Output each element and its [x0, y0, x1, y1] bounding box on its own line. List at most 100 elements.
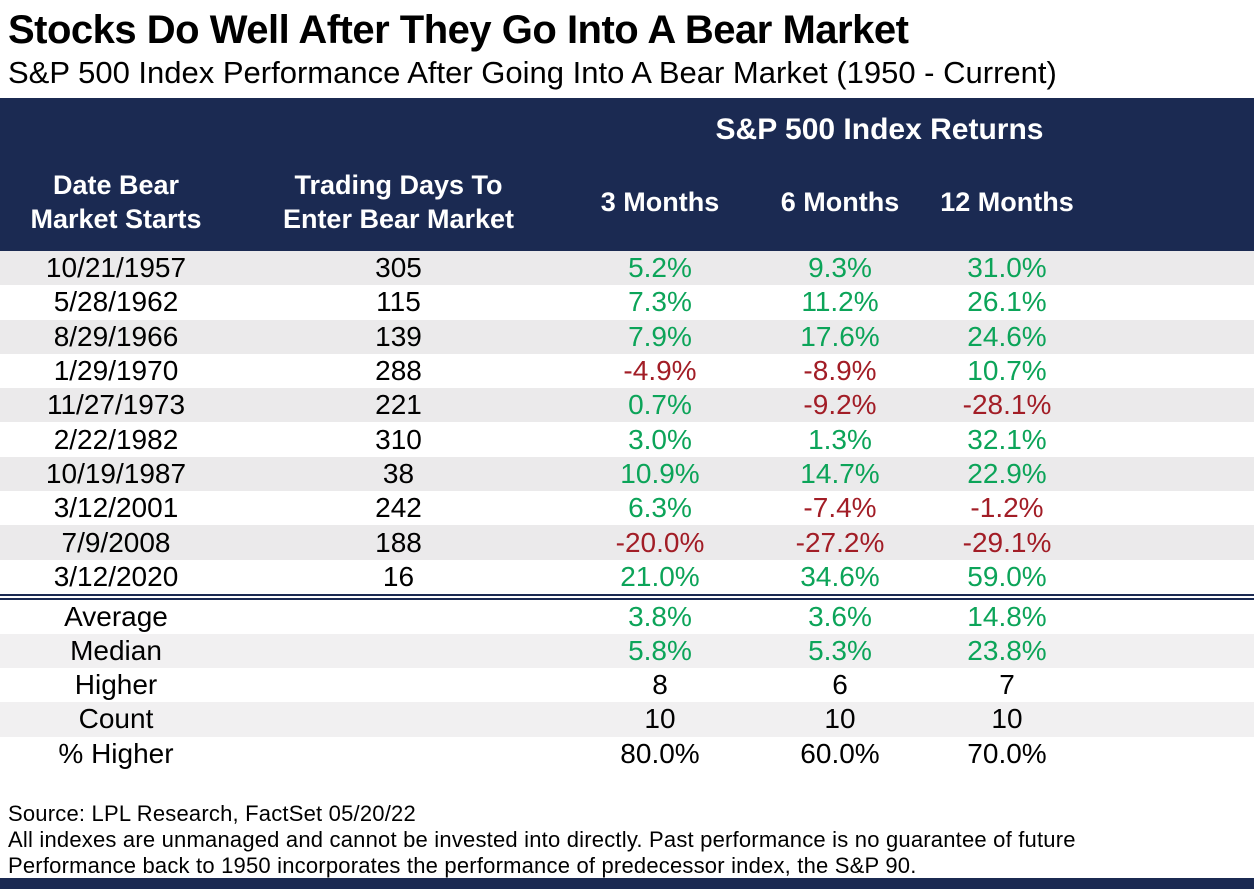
group-header-spacer: [0, 98, 565, 153]
date-cell: 10/21/1957: [45, 252, 187, 284]
return-6m-cell: 60.0%: [800, 737, 880, 769]
group-header: S&P 500 Index Returns: [565, 98, 1254, 153]
return-3m-cell: 3.0%: [628, 423, 692, 455]
col-header-days-line2: Enter Bear Market: [282, 204, 515, 234]
return-3m-cell: 10: [644, 703, 676, 735]
date-cell: 1/29/1970: [53, 355, 179, 387]
trading-days-cell: [232, 737, 565, 771]
table-row: 1/29/1970 288 -4.9% -8.9% 10.7%: [0, 353, 1254, 389]
col-header-6-months: 6 Months: [755, 153, 925, 251]
return-3m-cell: 80.0%: [620, 737, 700, 769]
return-12m-cell: 70.0%: [967, 737, 1047, 769]
returns-table: S&P 500 Index Returns Date Bear Market S…: [0, 98, 1254, 771]
table-row: 10/21/1957 305 5.2% 9.3% 31.0%: [0, 251, 1254, 286]
trading-days-cell: [232, 668, 565, 702]
return-3m-cell: 8: [652, 669, 668, 701]
date-cell: 7/9/2008: [61, 526, 171, 558]
trading-days-cell: 221: [375, 389, 422, 421]
return-6m-cell: 34.6%: [800, 560, 880, 592]
return-3m-cell: 10.9%: [620, 457, 700, 489]
return-6m-cell: 3.6%: [808, 600, 872, 632]
col-header-date-line1: Date Bear: [52, 170, 180, 200]
return-12m-cell: 23.8%: [967, 634, 1047, 666]
summary-label-cell: % Higher: [58, 737, 174, 769]
col-header-date-line2: Market Starts: [30, 204, 202, 234]
return-3m-cell: 5.8%: [628, 634, 692, 666]
return-3m-cell: 7.3%: [628, 286, 692, 318]
return-6m-cell: 17.6%: [800, 320, 880, 352]
return-6m-cell: 6: [832, 669, 848, 701]
col-header-12-months: 12 Months: [925, 153, 1254, 251]
date-cell: 2/22/1982: [53, 423, 179, 455]
table-row: 5/28/1962 115 7.3% 11.2% 26.1%: [0, 285, 1254, 320]
trading-days-cell: 188: [375, 526, 422, 558]
bottom-bar: [0, 878, 1254, 889]
summary-label-cell: Higher: [74, 669, 158, 701]
date-cell: 11/27/1973: [46, 389, 186, 421]
table-row: 3/12/2020 16 21.0% 34.6% 59.0%: [0, 559, 1254, 597]
return-3m-cell: -20.0%: [615, 526, 705, 558]
trading-days-cell: 288: [375, 355, 422, 387]
return-12m-cell: 14.8%: [967, 600, 1047, 632]
return-6m-cell: 14.7%: [800, 457, 880, 489]
trading-days-cell: 38: [382, 457, 415, 489]
summary-row: Average 3.8% 3.6% 14.8%: [0, 596, 1254, 634]
page-title: Stocks Do Well After They Go Into A Bear…: [8, 8, 909, 52]
return-3m-cell: 5.2%: [628, 252, 692, 284]
data-rows: 10/21/1957 305 5.2% 9.3% 31.0% 5/28/1962 115 7.…: [0, 251, 1254, 597]
return-12m-cell: 32.1%: [967, 423, 1047, 455]
footer: Source: LPL Research, FactSet 05/20/22 A…: [0, 801, 1254, 879]
trading-days-cell: [232, 702, 565, 736]
trading-days-cell: 139: [375, 320, 422, 352]
return-6m-cell: -8.9%: [803, 355, 877, 387]
trading-days-cell: 305: [375, 252, 422, 284]
table-row: 2/22/1982 310 3.0% 1.3% 32.1%: [0, 422, 1254, 457]
return-3m-cell: 3.8%: [628, 600, 692, 632]
return-12m-cell: -1.2%: [970, 492, 1044, 524]
return-6m-cell: -27.2%: [795, 526, 885, 558]
footer-source: Source: LPL Research, FactSet 05/20/22: [8, 800, 416, 826]
return-6m-cell: 9.3%: [808, 252, 872, 284]
return-6m-cell: 11.2%: [801, 286, 879, 318]
summary-row: Count 10 10 10: [0, 702, 1254, 737]
return-12m-cell: 22.9%: [967, 457, 1047, 489]
trading-days-cell: 16: [382, 560, 415, 592]
return-3m-cell: 6.3%: [628, 492, 692, 524]
date-cell: 3/12/2001: [53, 492, 179, 524]
return-6m-cell: 10: [824, 703, 856, 735]
col-header-days-line1: Trading Days To: [294, 170, 503, 200]
table-row: 7/9/2008 188 -20.0% -27.2% -29.1%: [0, 525, 1254, 560]
summary-rows: Average 3.8% 3.6% 14.8% Median 5.8% 5.3% 23.8% H…: [0, 596, 1254, 771]
date-cell: 8/29/1966: [53, 320, 179, 352]
return-12m-cell: 10: [991, 703, 1023, 735]
return-6m-cell: 5.3%: [808, 634, 872, 666]
summary-label-cell: Median: [70, 634, 162, 666]
return-6m-cell: 1.3%: [808, 423, 872, 455]
trading-days-cell: 242: [375, 492, 422, 524]
table-row: 10/19/1987 38 10.9% 14.7% 22.9%: [0, 456, 1254, 492]
summary-row: % Higher 80.0% 60.0% 70.0%: [0, 736, 1254, 771]
trading-days-cell: 115: [376, 286, 421, 318]
summary-label-cell: Average: [64, 600, 168, 632]
col-header-date: Date Bear Market Starts: [0, 153, 232, 251]
date-cell: 10/19/1987: [45, 457, 187, 489]
group-header-row: S&P 500 Index Returns: [0, 98, 1254, 153]
return-12m-cell: -28.1%: [962, 389, 1052, 421]
return-3m-cell: 0.7%: [628, 389, 692, 421]
return-6m-cell: -9.2%: [803, 389, 877, 421]
trading-days-cell: 310: [375, 423, 422, 455]
column-header-row: Date Bear Market Starts Trading Days To …: [0, 153, 1254, 251]
return-12m-cell: 24.6%: [967, 320, 1047, 352]
return-3m-cell: -4.9%: [623, 355, 697, 387]
return-6m-cell: -7.4%: [803, 492, 877, 524]
return-12m-cell: 26.1%: [967, 286, 1047, 318]
return-12m-cell: 59.0%: [967, 560, 1047, 592]
table-header: S&P 500 Index Returns Date Bear Market S…: [0, 98, 1254, 251]
return-12m-cell: 10.7%: [967, 355, 1047, 387]
return-12m-cell: 31.0%: [967, 252, 1047, 284]
footer-disclaimer-1: All indexes are unmanaged and cannot be …: [8, 826, 1076, 852]
table-row: 11/27/1973 221 0.7% -9.2% -28.1%: [0, 388, 1254, 423]
return-3m-cell: 7.9%: [628, 320, 692, 352]
date-cell: 5/28/1962: [53, 286, 179, 318]
return-12m-cell: 7: [999, 669, 1015, 701]
